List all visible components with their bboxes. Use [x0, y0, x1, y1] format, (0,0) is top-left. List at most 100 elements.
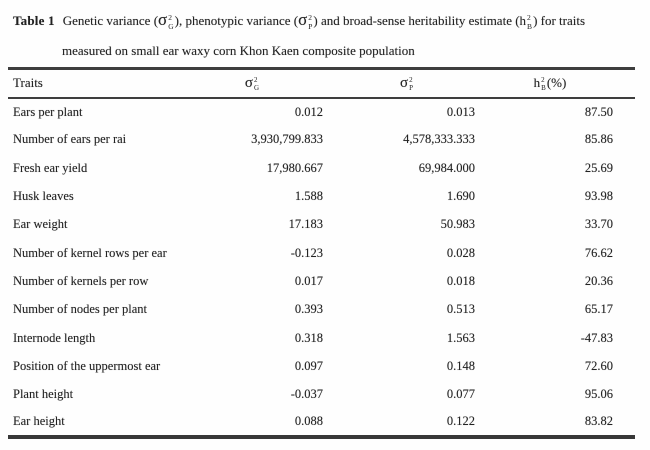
heritability-cell: 76.62: [584, 245, 613, 260]
table-caption: Table 1 Genetic variance (σ 2 G), phenotypi…: [13, 9, 645, 60]
sigma-glyph: σ: [244, 74, 254, 91]
genetic-variance-cell: 0.393: [294, 302, 323, 317]
heritability-cell: 83.82: [584, 414, 613, 429]
phenotypic-variance-cell: 50.983: [440, 217, 475, 232]
genetic-variance-cell: 17,980.667: [266, 160, 323, 175]
subscript-g: G: [168, 22, 174, 32]
genetic-variance-cell: 17.183: [288, 217, 323, 232]
subscript-p: P: [409, 83, 413, 92]
heritability-cell: -47.83: [580, 330, 613, 345]
table-row: Ear weight 17.183 50.983 33.70: [8, 211, 635, 239]
table-row: Position of the uppermost ear 0.097 0.14…: [8, 352, 635, 380]
table-row: Plant height -0.037 0.077 95.06: [8, 380, 635, 408]
trait-cell: Ears per plant: [13, 104, 83, 119]
phenotypic-variance-cell: 4,578,333.333: [403, 132, 475, 147]
trait-cell: Ear height: [13, 414, 65, 429]
heritability-cell: 20.36: [584, 273, 613, 288]
phenotypic-variance-cell: 0.122: [446, 414, 475, 429]
superscript-two: 2: [527, 12, 531, 22]
superscript-two: 2: [254, 75, 258, 84]
heritability-cell: 25.69: [584, 160, 613, 175]
table-row: Ear height 0.088 0.122 83.82: [8, 409, 635, 437]
caption-line-1: Table 1 Genetic variance (σ 2 G), phenotypi…: [13, 9, 645, 33]
trait-cell: Number of nodes per plant: [13, 302, 147, 317]
phenotypic-variance-cell: 0.028: [446, 245, 475, 260]
trait-cell: Plant height: [13, 387, 74, 402]
phenotypic-variance-cell: 0.077: [446, 387, 475, 402]
subscript-b: B: [541, 83, 546, 92]
heritability-cell: 65.17: [584, 302, 613, 317]
table-row: Husk leaves 1.588 1.690 93.98: [8, 182, 635, 210]
trait-cell: Ear weight: [13, 217, 68, 232]
phenotypic-variance-cell: 0.148: [446, 358, 475, 373]
trait-cell: Position of the uppermost ear: [13, 358, 161, 373]
table-row: Fresh ear yield 17,980.667 69,984.000 25…: [8, 154, 635, 182]
heritability-cell: 87.50: [584, 104, 613, 119]
phenotypic-variance-cell: 0.018: [446, 273, 475, 288]
caption-text: Genetic variance (: [62, 13, 159, 28]
caption-line-2: measured on small ear waxy corn Khon Kae…: [62, 43, 415, 58]
genetic-variance-cell: 3,930,799.833: [251, 132, 323, 147]
genetic-variance-cell: 0.017: [294, 273, 323, 288]
superscript-two: 2: [308, 12, 312, 22]
subscript-p: P: [308, 22, 313, 32]
caption-text: ) for traits: [533, 13, 586, 28]
phenotypic-variance-cell: 1.690: [446, 189, 475, 204]
trait-cell: Number of kernels per row: [13, 273, 149, 288]
table-row: Number of kernel rows per ear -0.123 0.0…: [8, 239, 635, 267]
subscript-b: B: [527, 22, 533, 32]
subscript-g: G: [254, 83, 260, 92]
superscript-two: 2: [409, 75, 413, 84]
table-row: Number of kernels per row 0.017 0.018 20…: [8, 267, 635, 295]
trait-cell: Internode length: [13, 330, 96, 345]
sigma-glyph: σ: [158, 10, 168, 29]
phenotypic-variance-cell: 69,984.000: [418, 160, 475, 175]
column-header-traits: Traits: [8, 68, 208, 99]
genetic-variance-cell: 1.588: [294, 189, 323, 204]
superscript-two: 2: [541, 75, 545, 84]
sigma-glyph: σ: [400, 74, 409, 91]
percent-label: (%): [546, 74, 567, 90]
genetic-variance-cell: 0.318: [294, 330, 323, 345]
heritability-cell: 33.70: [584, 217, 613, 232]
phenotypic-variance-cell: 1.563: [446, 330, 475, 345]
genetic-variance-cell: -0.037: [290, 387, 323, 402]
table-row: Number of nodes per plant 0.393 0.513 65…: [8, 296, 635, 324]
trait-cell: Husk leaves: [13, 189, 74, 204]
genetic-variance-cell: 0.012: [294, 104, 323, 119]
sigma-glyph: σ: [298, 10, 308, 29]
heritability-cell: 93.98: [584, 189, 613, 204]
genetic-variance-cell: 0.088: [294, 414, 323, 429]
h-glyph: h: [519, 13, 527, 28]
phenotypic-variance-cell: 0.013: [446, 104, 475, 119]
table-number-label: Table 1: [13, 13, 55, 28]
caption-text: ) and broad-sense heritability estimate …: [313, 13, 520, 28]
phenotypic-variance-cell: 0.513: [446, 302, 475, 317]
table-row: Internode length 0.318 1.563 -47.83: [8, 324, 635, 352]
genetic-variance-cell: -0.123: [290, 245, 323, 260]
trait-cell: Fresh ear yield: [13, 160, 88, 175]
heritability-cell: 95.06: [584, 387, 613, 402]
table-row: Ears per plant 0.012 0.013 87.50: [8, 98, 635, 126]
trait-cell: Number of ears per rai: [13, 132, 127, 147]
genetic-variance-cell: 0.097: [294, 358, 323, 373]
table-row: Number of ears per rai 3,930,799.833 4,5…: [8, 126, 635, 154]
superscript-two: 2: [168, 12, 172, 22]
trait-cell: Number of kernel rows per ear: [13, 245, 167, 260]
heritability-cell: 85.86: [584, 132, 613, 147]
heritability-cell: 72.60: [584, 358, 613, 373]
h-glyph: h: [533, 74, 541, 90]
caption-text: ), phenotypic variance (: [174, 13, 299, 28]
column-header-heritability: h 2 B (%): [475, 68, 635, 99]
